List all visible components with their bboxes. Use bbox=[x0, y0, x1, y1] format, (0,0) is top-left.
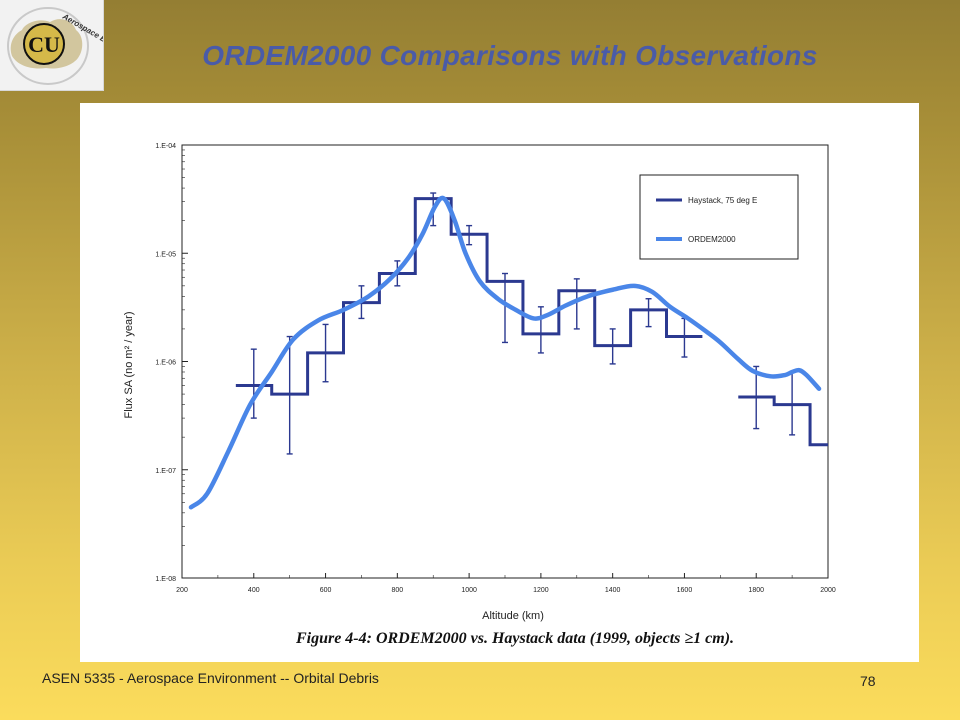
y-tick-label: 1.E-06 bbox=[155, 360, 176, 367]
y-axis-label: Flux SA (no m² / year) bbox=[123, 312, 135, 419]
y-tick-label: 1.E-07 bbox=[155, 468, 176, 475]
x-tick-label: 1600 bbox=[677, 587, 693, 594]
cu-aerospace-logo: CU Aerospace Engineering bbox=[0, 0, 143, 91]
flux-altitude-chart: 1.E-04 1.E-05 1.E-06 1.E-07 1.E-08 200 400 600… bbox=[123, 143, 836, 647]
legend: Haystack, 75 deg E ORDEM2000 bbox=[639, 174, 799, 260]
legend-label-haystack: Haystack, 75 deg E bbox=[688, 196, 757, 205]
figure-panel: 1.E-04 1.E-05 1.E-06 1.E-07 1.E-08 200 400 600… bbox=[80, 103, 919, 662]
logo-graphic: CU Aerospace Engineering bbox=[7, 7, 143, 85]
x-tick-label: 2000 bbox=[820, 587, 836, 594]
x-tick-label: 600 bbox=[320, 587, 332, 594]
course-footer: ASEN 5335 - Aerospace Environment -- Orb… bbox=[42, 670, 379, 686]
x-tick-label: 1800 bbox=[748, 587, 764, 594]
x-axis-ticks: 200 400 600 800 1000 1200 1400 1600 1800 2000 bbox=[176, 573, 836, 594]
ordem2000-series bbox=[188, 195, 822, 510]
logo-letters: CU bbox=[28, 32, 60, 57]
x-tick-label: 400 bbox=[248, 587, 260, 594]
x-tick-label: 1400 bbox=[605, 587, 621, 594]
page-number: 78 bbox=[860, 673, 876, 689]
y-tick-label: 1.E-04 bbox=[155, 143, 176, 150]
x-tick-label: 200 bbox=[176, 587, 188, 594]
x-tick-label: 1200 bbox=[533, 587, 549, 594]
y-tick-label: 1.E-08 bbox=[155, 576, 176, 583]
haystack-series bbox=[235, 192, 828, 455]
x-tick-label: 1000 bbox=[461, 587, 477, 594]
figure-caption: Figure 4-4: ORDEM2000 vs. Haystack data … bbox=[295, 630, 734, 647]
legend-label-ordem2000: ORDEM2000 bbox=[688, 235, 736, 244]
legend-box bbox=[639, 174, 799, 260]
x-axis-label: Altitude (km) bbox=[482, 610, 544, 622]
ordem2000-line bbox=[188, 195, 822, 510]
y-axis-ticks: 1.E-04 1.E-05 1.E-06 1.E-07 1.E-08 bbox=[155, 143, 188, 583]
x-tick-label: 800 bbox=[391, 587, 403, 594]
slide-title: ORDEM2000 Comparisons with Observations bbox=[202, 40, 818, 71]
y-tick-label: 1.E-05 bbox=[155, 251, 176, 258]
